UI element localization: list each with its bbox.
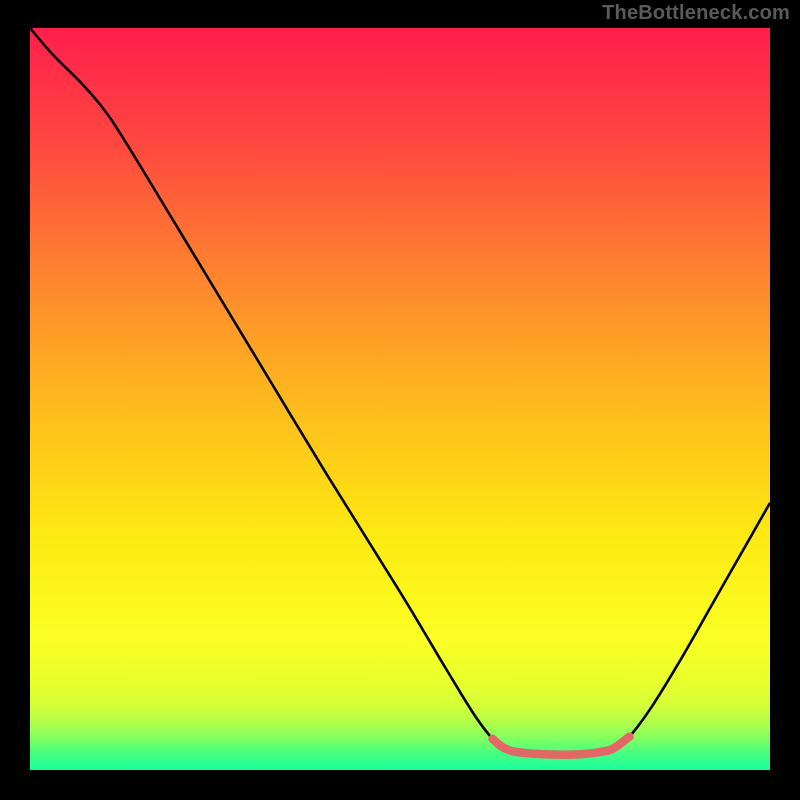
watermark-text: TheBottleneck.com [602,2,790,25]
plot-svg [30,28,770,770]
gradient-background [30,28,770,770]
plot-area [30,28,770,770]
chart-frame: TheBottleneck.com [0,0,800,800]
